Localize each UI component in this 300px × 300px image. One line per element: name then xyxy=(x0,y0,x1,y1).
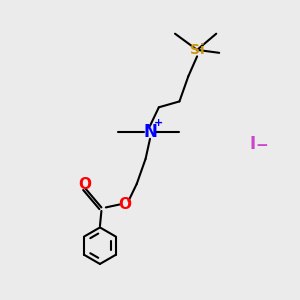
Text: N: N xyxy=(143,123,157,141)
Text: +: + xyxy=(154,118,163,128)
Text: −: − xyxy=(255,138,268,153)
Text: O: O xyxy=(79,177,92,192)
Text: I: I xyxy=(250,135,256,153)
Text: O: O xyxy=(118,197,131,212)
Text: Si: Si xyxy=(190,43,204,57)
